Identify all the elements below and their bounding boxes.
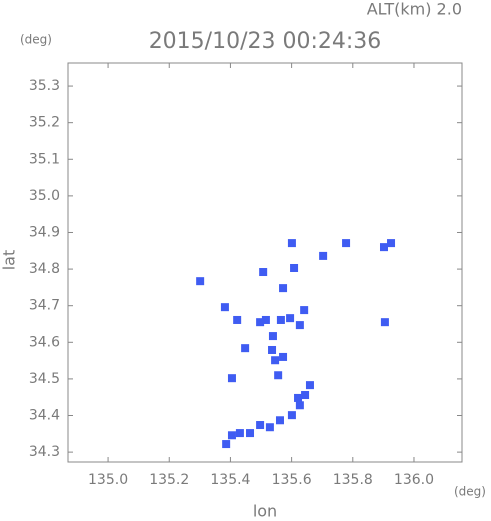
echo-point [319,251,328,260]
echo-point [279,352,288,361]
echo-point [295,321,304,330]
x-axis-label: lon [253,502,277,521]
echo-point [342,239,351,248]
echo-point [227,374,236,383]
x-tick-label: 135.4 [210,472,250,488]
echo-point [233,315,242,324]
echo-point [300,306,309,315]
echo-point [268,332,277,341]
y-axis-label: lat [0,250,19,271]
echo-point [261,315,270,324]
y-tick-label: 34.7 [29,298,60,314]
y-tick-label: 34.8 [29,261,60,277]
echo-point [222,440,231,449]
echo-point [259,268,268,277]
y-tick-label: 34.6 [29,334,60,350]
echo-point [305,381,314,390]
echo-point [256,318,265,327]
echo-point [275,416,284,425]
echo-point [387,239,396,248]
echo-point [265,423,274,432]
echo-point [380,318,389,327]
echo-point [271,356,280,365]
chart-subtitle: ALT(km) 2.0 [367,0,462,19]
echo-point [276,315,285,324]
echo-point [290,263,299,272]
x-tick-label: 135.2 [149,472,189,488]
x-tick-label: 136.0 [394,472,434,488]
x-unit: (deg) [454,485,486,499]
y-tick-label: 35.0 [29,188,60,204]
chart-title: 2015/10/23 00:24:36 [149,29,382,54]
echo-point [279,284,288,293]
echo-point [268,345,277,354]
echo-point [241,344,250,353]
echo-point [256,421,265,430]
echo-point [246,429,255,438]
y-tick-label: 34.5 [29,371,60,387]
x-tick-label: 135.0 [88,472,128,488]
y-tick-label: 35.2 [29,115,60,131]
y-tick-label: 34.4 [29,408,60,424]
echo-point [274,371,283,380]
x-tick-label: 135.8 [333,472,373,488]
plot-frame [67,62,463,463]
echo-point [196,277,205,286]
y-tick-label: 35.3 [29,78,60,94]
y-unit: (deg) [20,33,52,47]
x-tick-label: 135.6 [272,472,312,488]
echo-point [220,303,229,312]
echo-point [235,429,244,438]
y-tick-label: 34.9 [29,224,60,240]
y-tick-label: 35.1 [29,151,60,167]
echo-point [301,391,310,400]
echo-point [295,401,304,410]
echo-point [227,431,236,440]
echo-point [287,239,296,248]
y-tick-label: 34.3 [29,444,60,460]
echo-point [379,243,388,252]
echo-point [287,411,296,420]
echo-point [294,393,303,402]
echo-point [286,314,295,323]
